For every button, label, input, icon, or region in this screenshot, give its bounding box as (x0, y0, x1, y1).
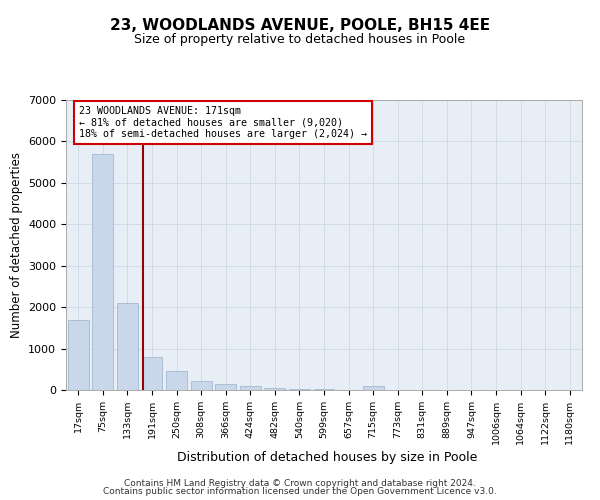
Text: Contains HM Land Registry data © Crown copyright and database right 2024.: Contains HM Land Registry data © Crown c… (124, 478, 476, 488)
Bar (92, 154, 113, 390)
Bar (314, 389, 334, 390)
Y-axis label: Number of detached properties: Number of detached properties (10, 152, 23, 338)
Text: Distribution of detached houses by size in Poole: Distribution of detached houses by size … (177, 451, 477, 464)
Bar (191, 382, 212, 390)
Bar (362, 386, 383, 390)
Text: 23 WOODLANDS AVENUE: 171sqm
← 81% of detached houses are smaller (9,020)
18% of : 23 WOODLANDS AVENUE: 171sqm ← 81% of det… (79, 106, 367, 140)
Bar (117, 303, 138, 390)
Text: 23, WOODLANDS AVENUE, POOLE, BH15 4EE: 23, WOODLANDS AVENUE, POOLE, BH15 4EE (110, 18, 490, 32)
Bar (68, 320, 89, 390)
Bar (265, 388, 286, 390)
Bar (215, 384, 236, 390)
Bar (166, 372, 187, 390)
Bar (289, 388, 310, 390)
Text: Size of property relative to detached houses in Poole: Size of property relative to detached ho… (134, 32, 466, 46)
Bar (142, 357, 163, 390)
Text: Contains public sector information licensed under the Open Government Licence v3: Contains public sector information licen… (103, 487, 497, 496)
Bar (240, 386, 261, 390)
